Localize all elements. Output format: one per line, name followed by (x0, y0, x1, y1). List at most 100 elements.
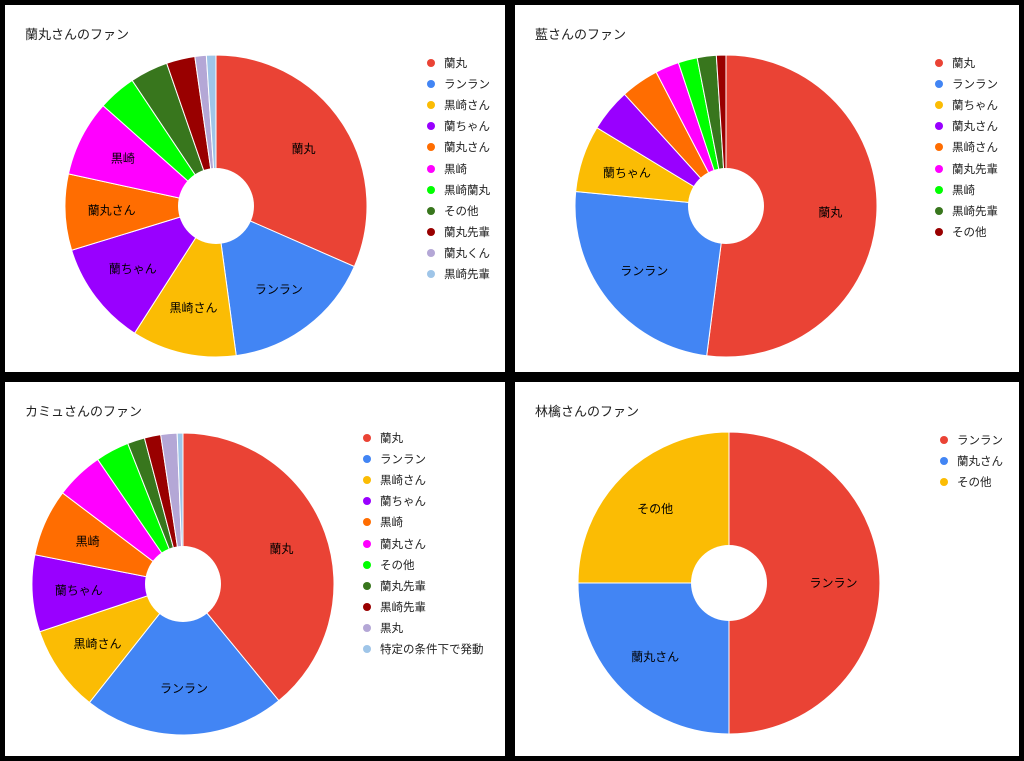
slice-label: その他 (637, 502, 673, 516)
slice-label: 蘭丸さん (631, 650, 679, 664)
legend-label: その他 (957, 474, 992, 489)
legend-swatch (363, 603, 371, 612)
legend: ランラン 蘭丸さんその他 (940, 429, 1003, 493)
legend-item: ランラン (427, 73, 490, 94)
legend-item: 黒崎先輩 (427, 264, 490, 285)
legend-item: 黒崎 (427, 158, 490, 179)
legend-item: 蘭丸くん (427, 243, 490, 264)
legend-label: 蘭丸先輩 (444, 225, 490, 240)
legend-item: 黒崎 (935, 179, 998, 200)
legend-swatch (427, 100, 435, 109)
pie-slice (215, 54, 368, 268)
legend-label: 蘭丸さん (444, 140, 490, 155)
legend-label: その他 (380, 557, 415, 572)
legend-label: 黒崎さん (380, 472, 426, 487)
legend-swatch (363, 475, 371, 484)
legend-swatch (427, 228, 435, 237)
legend-swatch (427, 249, 435, 258)
pie-slice (88, 583, 280, 736)
legend-swatch (935, 185, 943, 194)
legend-label: ランラン (952, 76, 998, 91)
legend-label: 黒崎蘭丸 (444, 182, 490, 197)
legend-label: 蘭丸くん (444, 246, 490, 261)
slice-label: ランラン (620, 264, 668, 278)
legend-label: 黒崎 (380, 515, 403, 530)
legend-item: 黒崎先輩 (363, 597, 484, 618)
chart-panel-ringo: 林檎さんのファン ランラン 蘭丸さん その他 ランラン 蘭丸さん その他 (515, 382, 1019, 756)
chart-panel-camus: カミュさんのファン 蘭丸 ランラン 黒崎さん 蘭ちゃん 黒崎 蘭丸 ランラン 黒崎さん 蘭ちゃ… (5, 382, 505, 756)
legend-item: その他 (940, 471, 1003, 492)
pie-slice (182, 432, 335, 702)
legend-swatch (427, 185, 435, 194)
slice-label: 黒崎さん (73, 637, 121, 651)
legend-swatch (427, 206, 435, 215)
legend-label: 蘭丸先輩 (952, 161, 998, 176)
legend-item: 黒崎 (363, 512, 484, 533)
legend-label: 黒崎さん (444, 97, 490, 112)
legend-item: 特定の条件下で発動 (363, 639, 484, 660)
legend: 蘭丸ランラン黒崎さん蘭ちゃん蘭丸さん黒崎黒崎蘭丸その他蘭丸先輩蘭丸くん黒崎先輩 (427, 52, 490, 285)
slice-label: 蘭丸さん (88, 203, 136, 217)
legend-swatch (935, 164, 943, 173)
legend-swatch (940, 456, 948, 465)
pie-slice (728, 431, 881, 735)
pie-slice (71, 205, 218, 334)
legend-item: 黒崎蘭丸 (427, 179, 490, 200)
legend-item: 蘭丸さん (940, 450, 1003, 471)
slice-label: 蘭丸 (818, 206, 842, 220)
pie-slice (215, 205, 355, 357)
chart-panel-ranmaru: 蘭丸さんのファン 蘭丸 ランラン 黒崎さん 蘭ちゃん 蘭丸さん 黒崎 蘭丸 ランラン 黒崎さん… (5, 5, 505, 372)
pie-slice (577, 582, 730, 735)
slice-label: ランラン (809, 576, 857, 590)
legend-item: 黒崎さん (935, 137, 998, 158)
legend-label: 黒崎 (444, 161, 467, 176)
legend-swatch (363, 645, 371, 654)
legend-item: 蘭丸さん (427, 137, 490, 158)
chart-title: 藍さんのファン (535, 28, 627, 43)
legend-item: 蘭ちゃん (935, 94, 998, 115)
chart-title: カミュさんのファン (25, 405, 143, 420)
slice-label: 蘭ちゃん (109, 262, 157, 276)
legend-swatch (363, 497, 371, 506)
pie-slice (577, 431, 730, 584)
slice-label: ランラン (160, 681, 208, 695)
legend-swatch (935, 206, 943, 215)
legend-swatch (427, 270, 435, 279)
legend-label: 蘭ちゃん (952, 97, 998, 112)
legend-label: 蘭ちゃん (444, 119, 490, 134)
legend-item: ランラン (940, 429, 1003, 450)
legend-swatch (363, 539, 371, 548)
legend-item: ランラン (935, 73, 998, 94)
legend-label: 蘭丸 (952, 55, 975, 70)
slice-label: 黒崎 (76, 534, 100, 548)
legend-swatch (363, 518, 371, 527)
legend-item: 蘭丸 (363, 427, 484, 448)
legend-item: 蘭丸先輩 (935, 158, 998, 179)
pie-slice (39, 582, 185, 704)
legend-item: 蘭ちゃん (363, 491, 484, 512)
legend-swatch (935, 122, 943, 131)
legend-label: その他 (444, 203, 479, 218)
slice-label: 蘭丸 (269, 542, 293, 556)
legend-item: 蘭丸 (427, 52, 490, 73)
donut-hole (688, 168, 764, 244)
legend-label: 黒崎さん (952, 140, 998, 155)
legend-swatch (935, 58, 943, 67)
legend-label: その他 (952, 225, 987, 240)
legend-swatch (427, 164, 435, 173)
legend-swatch (935, 79, 943, 88)
legend-item: 黒崎先輩 (935, 200, 998, 221)
legend-label: 黒崎 (952, 182, 975, 197)
pie-slice (574, 190, 727, 357)
legend-label: 蘭丸さん (380, 536, 426, 551)
legend-label: 蘭丸 (444, 55, 467, 70)
legend-label: 黒崎先輩 (444, 267, 490, 282)
legend-swatch (940, 477, 948, 486)
chart-title: 蘭丸さんのファン (25, 28, 130, 43)
slice-label: ランラン (255, 282, 303, 296)
legend-item: 蘭ちゃん (427, 116, 490, 137)
